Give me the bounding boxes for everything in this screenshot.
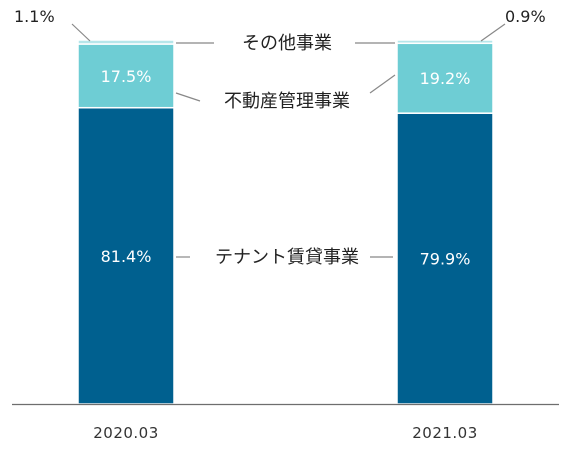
bars-group — [77, 39, 494, 405]
x-tick-label-1: 2020.03 — [93, 424, 159, 442]
series-name-label-3: その他事業 — [242, 33, 332, 54]
bar-segment-3-1 — [77, 39, 175, 45]
x-tick-label-2: 2021.03 — [412, 424, 478, 442]
bar-segment-3-2 — [396, 39, 494, 45]
data-label-3-1: 1.1% — [14, 7, 55, 26]
bar-segment-2-1 — [77, 43, 175, 109]
data-label-2-2: 19.2% — [420, 69, 471, 88]
bar-segment-1-1 — [77, 106, 175, 405]
data-label-3-2: 0.9% — [505, 7, 546, 26]
connector-lines — [71, 23, 506, 258]
labels-group: 2020.03 2021.03 81.4% 79.9% 17.5% 19.2% 1.1% 0.… — [14, 7, 546, 442]
data-label-1-2: 79.9% — [420, 250, 471, 269]
series-name-label-2: 不動産管理事業 — [224, 91, 350, 112]
series-name-label-1: テナント賃貸事業 — [215, 247, 359, 268]
data-label-1-1: 81.4% — [101, 247, 152, 266]
bar-segment-2-2 — [396, 42, 494, 114]
data-label-2-1: 17.5% — [101, 67, 152, 86]
bar-segment-1-2 — [396, 112, 494, 405]
